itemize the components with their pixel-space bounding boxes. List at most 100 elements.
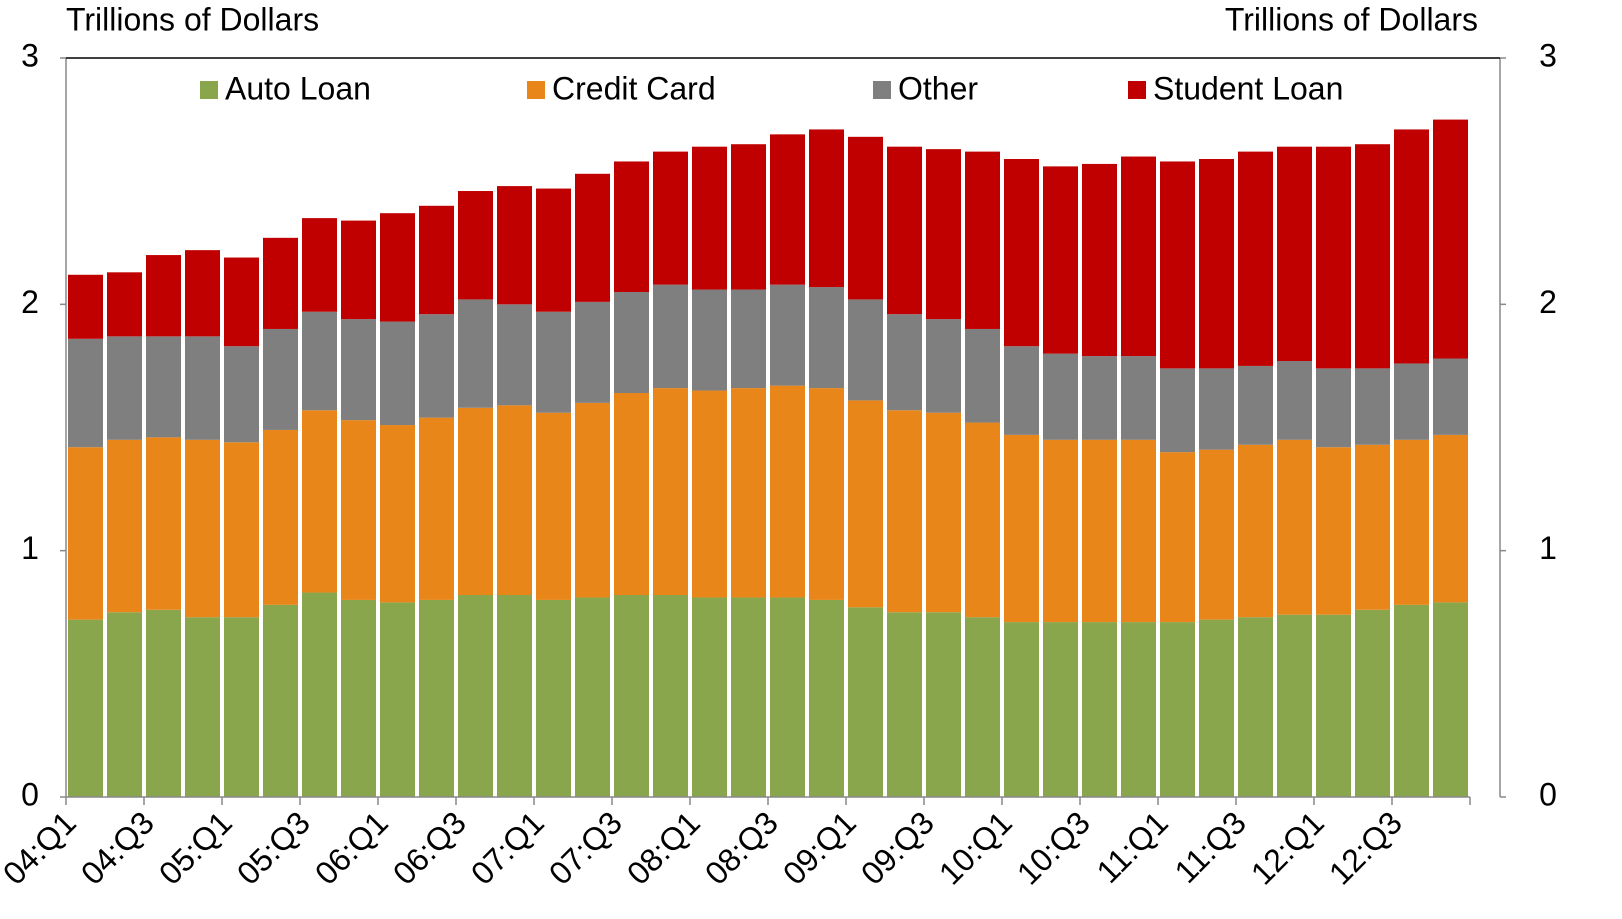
bar-segment: [146, 255, 181, 337]
bar-segment: [926, 149, 961, 320]
bar-segment: [1316, 146, 1351, 369]
bar-segment: [1277, 360, 1312, 440]
bar-segment: [497, 595, 532, 797]
bar-segment: [887, 146, 922, 315]
bar-segment: [263, 429, 298, 605]
bar-segment: [185, 250, 220, 337]
bar-segment: [887, 612, 922, 797]
bar-segment: [68, 619, 103, 797]
x-tick-label: 08:Q1: [620, 804, 707, 891]
bar-segment: [302, 410, 337, 593]
bar-segment: [965, 422, 1000, 618]
bar-segment: [146, 336, 181, 438]
bar-segment: [614, 292, 649, 394]
legend-label: Auto Loan: [225, 70, 371, 106]
bar-segment: [224, 257, 259, 347]
bar-segment: [107, 612, 142, 797]
bar-segment: [185, 617, 220, 797]
y2-tick-label: 2: [1539, 284, 1557, 320]
bar-segment: [1394, 363, 1429, 440]
bar-segment: [848, 136, 883, 300]
bar-segment: [653, 284, 688, 389]
bar-segment: [1043, 439, 1078, 623]
x-tick-label: 06:Q3: [386, 804, 473, 891]
bar-segment: [1238, 444, 1273, 618]
bar-segment: [419, 314, 454, 418]
x-tick-label: 06:Q1: [308, 804, 395, 891]
x-tick-label: 05:Q3: [230, 804, 317, 891]
x-tick-label: 09:Q1: [776, 804, 863, 891]
bar-segment: [1316, 368, 1351, 448]
legend-swatch: [527, 81, 545, 99]
bar-segment: [1004, 346, 1039, 435]
bar-segment: [1004, 622, 1039, 797]
bar-segment: [146, 437, 181, 610]
bar-segment: [1394, 129, 1429, 364]
bar-segment: [575, 301, 610, 403]
bar-segment: [1316, 614, 1351, 797]
legend-label: Student Loan: [1153, 70, 1343, 106]
bar-segment: [575, 173, 610, 302]
bar-segment: [146, 609, 181, 797]
bar-segment: [1277, 146, 1312, 361]
legend-swatch: [873, 81, 891, 99]
bar-segment: [341, 599, 376, 797]
bar-segment: [575, 402, 610, 598]
bar-segment: [341, 319, 376, 421]
bar-segment: [1199, 449, 1234, 620]
bar-segment: [536, 188, 571, 312]
y-tick-label: 2: [21, 284, 39, 320]
bar-segment: [809, 287, 844, 389]
bar-segment: [263, 328, 298, 430]
bar-segment: [302, 311, 337, 411]
bar-segment: [458, 595, 493, 797]
bar-segment: [1043, 353, 1078, 440]
bar-segment: [731, 144, 766, 290]
bar-segment: [419, 599, 454, 797]
bar-segment: [614, 161, 649, 293]
bar-segment: [68, 338, 103, 448]
bar-segment: [224, 346, 259, 443]
y-axis-label: Trillions of Dollars: [66, 1, 319, 37]
legend-swatch: [200, 81, 218, 99]
bar-segment: [770, 134, 805, 285]
bar-segment: [458, 299, 493, 408]
bar-segment: [536, 311, 571, 413]
y-tick-label: 0: [21, 776, 39, 812]
bar-segment: [536, 599, 571, 797]
bar-segment: [731, 388, 766, 598]
bar-segment: [185, 439, 220, 618]
bar-segment: [692, 289, 727, 391]
bar-segment: [380, 213, 415, 322]
bar-segment: [926, 412, 961, 613]
bar-segment: [1160, 452, 1195, 623]
bar-segment: [419, 417, 454, 600]
bar-segment: [68, 274, 103, 339]
bar-segment: [965, 328, 1000, 423]
bar-segment: [224, 442, 259, 618]
bar-segment: [107, 336, 142, 440]
bar-segment: [458, 407, 493, 596]
x-tick-label: 10:Q1: [932, 804, 1019, 891]
bar-segment: [653, 151, 688, 285]
bar-segment: [848, 400, 883, 608]
y-tick-label: 3: [21, 37, 39, 73]
bar-segment: [1277, 439, 1312, 615]
y2-axis-label: Trillions of Dollars: [1225, 1, 1478, 37]
bar-segment: [380, 602, 415, 797]
x-tick-label: 08:Q3: [698, 804, 785, 891]
bar-segment: [887, 314, 922, 411]
bar-segment: [419, 205, 454, 315]
bar-segment: [1394, 439, 1429, 605]
bar-segment: [1355, 609, 1390, 797]
bar-segment: [809, 599, 844, 797]
bar-segment: [770, 284, 805, 386]
legend-label: Credit Card: [552, 70, 716, 106]
bar-segment: [1043, 622, 1078, 797]
y2-tick-label: 3: [1539, 37, 1557, 73]
bar-segment: [1355, 144, 1390, 369]
bar-segment: [692, 597, 727, 797]
bar-segment: [224, 617, 259, 797]
bar-segment: [1238, 151, 1273, 366]
bar-segment: [1004, 158, 1039, 347]
